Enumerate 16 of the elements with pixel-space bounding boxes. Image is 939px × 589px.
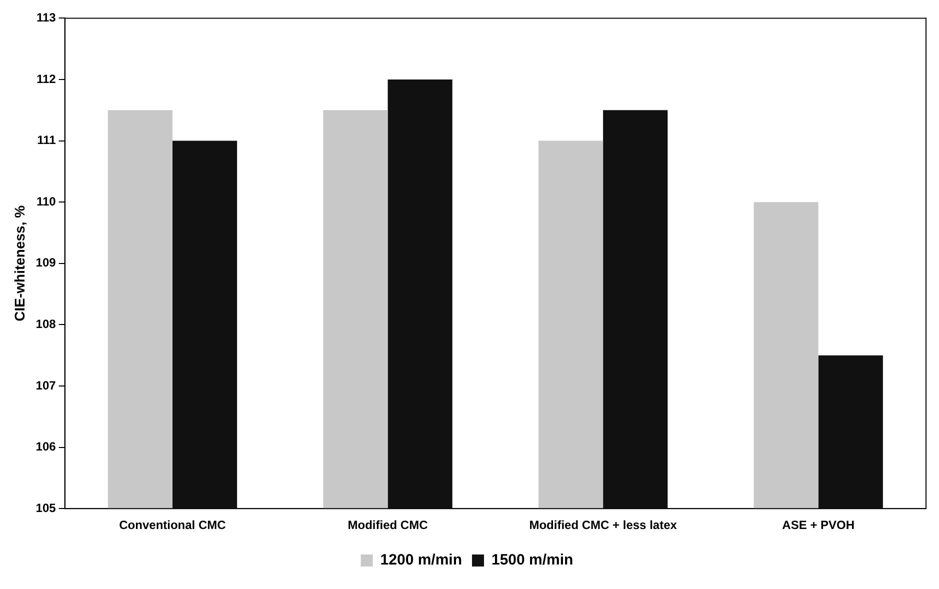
x-tick-label: Modified CMC xyxy=(348,518,428,532)
y-tick-label: 112 xyxy=(36,72,56,86)
y-tick-label: 111 xyxy=(37,133,56,148)
y-tick-label: 105 xyxy=(36,500,56,515)
y-axis-title: CIE-whiteness, % xyxy=(11,204,28,322)
y-tick-label: 106 xyxy=(36,440,56,454)
x-tick-label: Modified CMC + less latex xyxy=(529,518,678,532)
y-tick-label: 110 xyxy=(36,194,56,208)
x-tick-label: ASE + PVOH xyxy=(782,518,855,532)
x-tick-label: Conventional CMC xyxy=(119,518,226,532)
legend-label: 1200 m/min xyxy=(380,552,462,569)
y-tick-label: 108 xyxy=(36,317,56,332)
y-tick-label: 109 xyxy=(36,256,56,270)
legend-label: 1500 m/min xyxy=(492,552,574,569)
y-tick-label: 107 xyxy=(36,378,56,392)
y-tick-label: 113 xyxy=(36,10,56,25)
